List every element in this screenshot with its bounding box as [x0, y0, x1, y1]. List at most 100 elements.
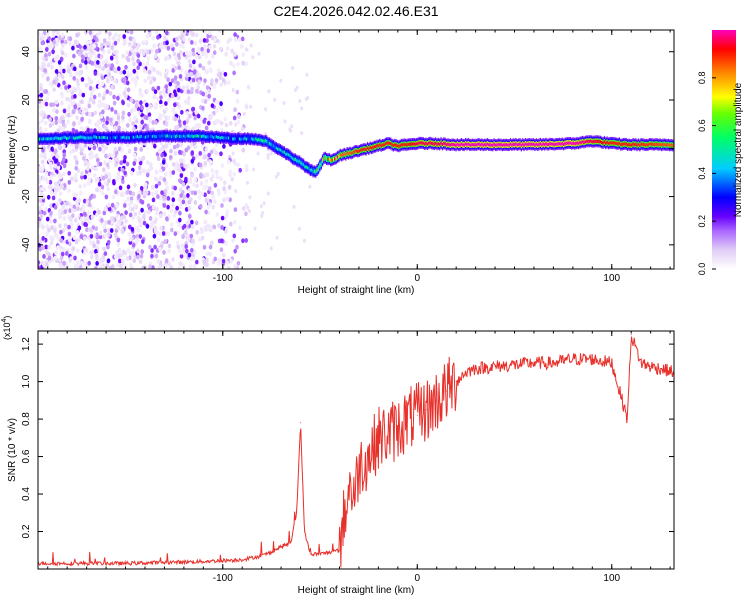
ridge-cell — [580, 140, 582, 144]
noise-speck — [203, 192, 207, 198]
noise-speck — [207, 93, 211, 99]
ridge-cell — [542, 142, 544, 146]
ridge-cell — [384, 142, 386, 146]
noise-speck — [220, 127, 224, 133]
noise-speck — [202, 259, 207, 264]
y-tick-label: 40 — [21, 46, 32, 58]
ridge-cell — [392, 144, 394, 147]
noise-speck — [166, 115, 171, 121]
noise-speck — [177, 87, 181, 93]
ridge-cell — [625, 142, 627, 146]
ridge-cell — [601, 141, 603, 144]
noise-speck — [116, 37, 121, 43]
noise-speck — [142, 190, 147, 196]
ridge-cell — [488, 143, 490, 147]
noise-speck — [118, 175, 122, 181]
noise-speck — [203, 44, 207, 49]
noise-speck — [72, 53, 76, 59]
ridge-cell — [573, 142, 576, 146]
noise-speck — [87, 220, 91, 225]
ridge-cell — [131, 136, 133, 140]
noise-speck — [205, 38, 209, 43]
noise-speck — [125, 70, 130, 76]
spectrogram-x-ticks: -100 0 100 — [47, 30, 671, 284]
ridge-cell — [120, 136, 122, 140]
noise-speck — [173, 65, 178, 71]
ridge-cell — [282, 150, 284, 154]
noise-speck — [185, 111, 190, 116]
noise-speck — [105, 58, 109, 64]
ridge-cell — [479, 143, 482, 147]
noise-speck — [64, 52, 68, 58]
noise-speck — [80, 54, 85, 59]
noise-speck — [92, 243, 96, 249]
noise-speck — [177, 167, 181, 173]
ridge-cell — [662, 143, 664, 147]
noise-speck — [126, 87, 131, 93]
ridge-cell — [407, 142, 409, 146]
noise-speck — [197, 54, 202, 60]
snr-data-point — [368, 456, 370, 458]
noise-speck — [127, 148, 132, 154]
noise-speck — [43, 68, 47, 73]
noise-speck — [141, 51, 146, 56]
snr-data-point — [397, 427, 399, 429]
noise-speck — [106, 239, 111, 245]
noise-speck — [124, 94, 128, 100]
noise-speck — [159, 95, 163, 100]
noise-speck — [89, 228, 94, 233]
noise-speck — [209, 149, 214, 155]
noise-speck — [249, 104, 253, 109]
ridge-cell — [98, 136, 100, 140]
noise-speck — [50, 225, 54, 231]
ridge-cell — [385, 141, 388, 145]
ridge-cell — [351, 151, 354, 155]
ridge-cell — [656, 142, 659, 146]
noise-speck — [238, 167, 242, 173]
ridge-cell — [176, 134, 178, 138]
noise-speck — [231, 238, 235, 244]
noise-speck — [208, 227, 213, 233]
noise-speck — [175, 41, 179, 47]
noise-speck — [100, 81, 105, 87]
noise-speck — [132, 38, 136, 43]
noise-speck — [189, 71, 193, 77]
noise-speck — [53, 172, 57, 178]
noise-speck — [76, 85, 80, 91]
ridge-cell — [474, 143, 476, 147]
ridge-cell — [624, 142, 626, 146]
noise-speck — [149, 79, 153, 85]
noise-speck — [233, 207, 238, 213]
ridge-cell — [221, 135, 223, 139]
noise-speck — [118, 258, 122, 264]
ridge-cell — [208, 135, 211, 139]
ridge-cell — [195, 134, 197, 138]
noise-speck — [95, 234, 99, 240]
ridge-cell — [119, 135, 121, 139]
noise-speck — [88, 96, 93, 102]
noise-speck — [162, 113, 166, 118]
ridge-cell — [313, 169, 316, 173]
noise-speck — [150, 185, 155, 190]
ridge-cell — [179, 134, 181, 138]
noise-speck — [53, 181, 58, 187]
noise-speck — [142, 63, 146, 68]
snr-y-ticks: 0.20.40.60.81.01.2 — [21, 337, 674, 538]
noise-speck — [151, 205, 156, 210]
ridge-cell — [390, 142, 392, 145]
y-tick-label: 0.2 — [21, 524, 32, 538]
noise-speck — [136, 248, 140, 254]
noise-speck — [182, 247, 186, 253]
noise-speck — [241, 206, 246, 211]
ridge-cell — [406, 143, 408, 147]
noise-speck — [228, 169, 232, 175]
noise-speck — [89, 44, 93, 50]
noise-speck — [208, 251, 212, 257]
noise-speck — [125, 190, 129, 195]
ridge-cell — [466, 143, 468, 147]
noise-speck — [44, 244, 48, 250]
noise-speck — [49, 102, 53, 108]
noise-speck — [72, 100, 76, 106]
